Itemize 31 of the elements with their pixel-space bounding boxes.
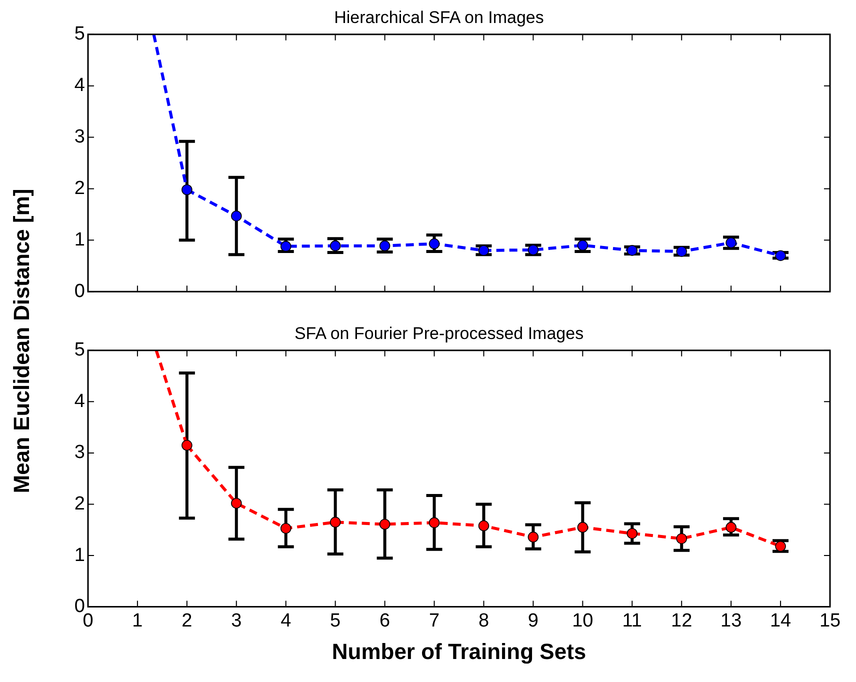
x-tick-label: 5: [330, 610, 341, 632]
y-tick-label: 5: [74, 340, 85, 361]
y-tick-label: 2: [74, 493, 85, 514]
x-tick-label: 9: [528, 610, 538, 632]
x-tick-label: 2: [182, 610, 192, 632]
x-tick-label: 6: [380, 610, 390, 632]
x-tick-label: 4: [280, 610, 292, 632]
y-tick-label: 5: [74, 24, 85, 45]
y-tick-label: 0: [74, 596, 85, 618]
y-tick-label: 3: [74, 442, 85, 464]
x-tick-label: 12: [671, 610, 692, 632]
x-tick-label: 14: [770, 610, 792, 632]
x-tick-label: 7: [428, 610, 440, 632]
y-tick-label: 1: [74, 544, 85, 566]
x-tick-label: 8: [478, 610, 490, 632]
chart-title: SFA on Fourier Pre-processed Images: [294, 324, 584, 343]
y-tick-label: 3: [74, 126, 85, 148]
y-tick-label: 1: [74, 229, 85, 250]
y-tick-label: 4: [74, 75, 86, 96]
chart-title: Hierarchical SFA on Images: [334, 8, 544, 27]
x-tick-label: 10: [572, 610, 594, 632]
y-tick-label: 0: [74, 280, 85, 302]
y-tick-label: 4: [74, 390, 86, 412]
y-tick-label: 2: [74, 178, 85, 199]
x-tick-label: 13: [720, 610, 742, 632]
y-axis-title: Mean Euclidean Distance [m]: [9, 188, 35, 494]
x-tick-label: 1: [132, 610, 143, 632]
x-tick-label: 11: [622, 610, 642, 632]
x-tick-label: 15: [819, 610, 841, 632]
x-axis-title: Number of Training Sets: [332, 638, 586, 664]
x-tick-label: 3: [231, 610, 242, 632]
